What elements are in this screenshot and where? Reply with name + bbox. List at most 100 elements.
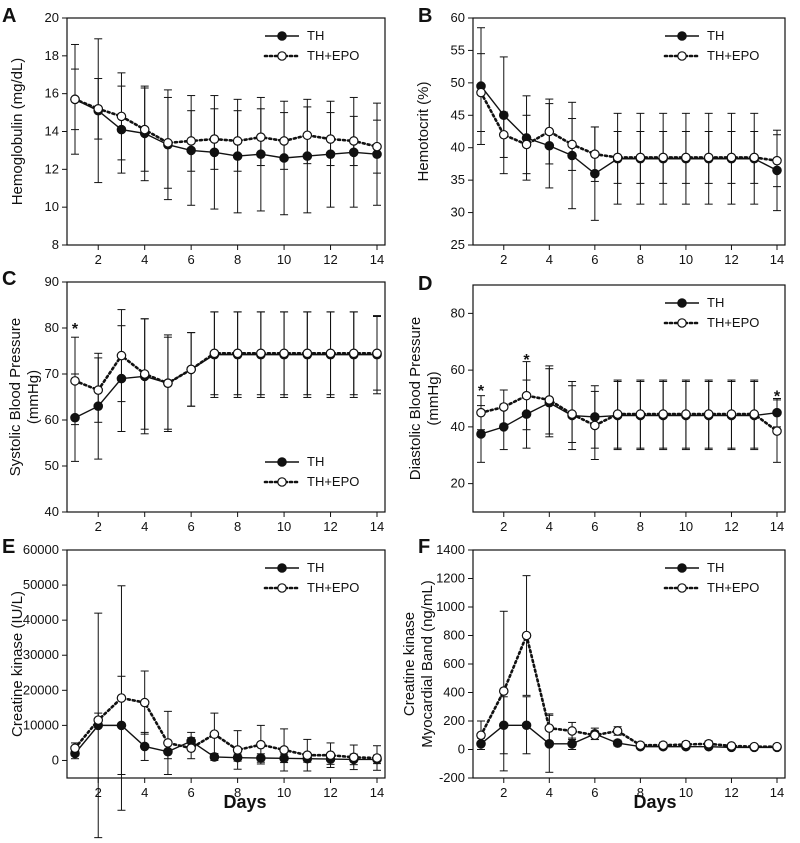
x-tick-label: 4: [141, 519, 148, 534]
data-point: [139, 369, 150, 379]
panel-d: D 20 40 60 80 2 4 6 8 10 12 14 Diastolic Blood Press…: [407, 273, 786, 534]
panel-c: C 40 50 60 70 80 90 2 4 6 8 10 12 14 Systolic Blood Pr…: [2, 268, 386, 534]
x-tick-label: 10: [277, 785, 291, 800]
plot-frame: [472, 17, 786, 246]
x-tick-label: 6: [188, 252, 195, 267]
data-point: [567, 139, 577, 150]
x-axis-label-right: Days: [633, 792, 676, 812]
x-tick-label: 6: [591, 252, 598, 267]
data-point: [279, 136, 289, 146]
legend-marker: [677, 31, 687, 41]
panel-e: E010000200003000040000500006000024681012…: [2, 536, 386, 839]
legend-marker: [277, 563, 287, 573]
legend-label: TH: [307, 28, 324, 43]
data-point: [521, 720, 532, 731]
x-tick-label: 8: [234, 252, 241, 267]
data-point: [116, 693, 127, 703]
series-line: [74, 353, 377, 419]
data-point: [372, 753, 382, 763]
x-tick-label: 4: [546, 252, 553, 267]
legend-label: TH: [707, 560, 724, 575]
y-tick-label: 60: [451, 10, 465, 25]
data-point: [521, 390, 532, 401]
significance-marker: *: [774, 389, 781, 406]
y-tick-label: 1000: [436, 599, 465, 614]
series-th: [476, 696, 782, 773]
y-tick-label: 20000: [23, 682, 59, 697]
y-tick-label: 55: [451, 42, 465, 57]
y-tick-label: 50: [45, 458, 59, 473]
legend: TH TH+EPO: [663, 28, 759, 63]
y-tick-label: 40: [451, 140, 465, 155]
data-point: [521, 139, 532, 150]
series-th: [70, 38, 382, 216]
x-tick-label: 12: [323, 519, 337, 534]
y-tick-label: 1400: [436, 542, 465, 557]
x-tick-label: 12: [724, 785, 738, 800]
legend-marker: [677, 563, 687, 573]
y-tick-label: 20: [451, 476, 465, 491]
y-axis-label: Diastolic Blood Pressure(mmHg): [407, 317, 442, 480]
x-tick-label: 4: [141, 785, 148, 800]
panel-label: F: [418, 536, 430, 558]
series-line: [479, 91, 779, 162]
data-point: [209, 729, 220, 739]
data-point: [256, 348, 266, 359]
x-tick-label: 12: [724, 519, 738, 534]
data-point: [139, 124, 150, 135]
data-point: [544, 395, 555, 405]
legend-marker: [277, 583, 287, 593]
data-point: [302, 750, 313, 760]
legend-label: TH: [307, 454, 324, 469]
y-tick-label: 40000: [23, 612, 59, 627]
x-tick-label: 10: [277, 252, 291, 267]
data-point: [163, 738, 173, 748]
y-tick-label: 50: [451, 75, 465, 90]
data-point: [772, 426, 782, 436]
series-th-epo: [70, 309, 382, 430]
y-tick-label: 40: [45, 504, 59, 519]
data-point: [348, 348, 359, 359]
data-point: [348, 136, 359, 146]
x-tick-label: 8: [637, 785, 644, 800]
series-th: [70, 311, 382, 462]
data-point: [476, 429, 486, 439]
data-point: [476, 407, 486, 418]
data-point: [232, 136, 243, 146]
data-point: [658, 152, 668, 163]
y-tick-label: 30000: [23, 647, 59, 662]
x-axis-label-left: Days: [223, 792, 266, 812]
data-point: [681, 739, 691, 750]
legend-marker: [277, 31, 287, 41]
data-point: [590, 149, 600, 159]
panel-label: E: [2, 536, 15, 558]
data-point: [186, 364, 196, 375]
data-point: [70, 376, 80, 386]
legend-marker: [277, 51, 287, 61]
data-point: [498, 129, 509, 140]
data-point: [93, 104, 104, 114]
x-tick-label: 10: [679, 519, 693, 534]
y-tick-label: 400: [443, 685, 465, 700]
x-tick-label: 8: [637, 519, 644, 534]
x-tick-label: 2: [95, 252, 102, 267]
data-point: [163, 138, 173, 148]
panel-label: D: [418, 273, 432, 295]
x-tick-label: 8: [234, 785, 241, 800]
y-tick-label: 60: [45, 412, 59, 427]
legend-marker: [677, 583, 687, 593]
x-tick-label: 12: [724, 252, 738, 267]
y-tick-label: 10: [45, 199, 59, 214]
y-tick-label: 14: [45, 124, 59, 139]
data-point: [521, 630, 532, 641]
x-tick-label: 4: [546, 519, 553, 534]
y-tick-label: 0: [52, 752, 59, 767]
y-tick-label: 35: [451, 172, 465, 187]
x-tick-label: 8: [234, 519, 241, 534]
y-tick-label: 60: [451, 362, 465, 377]
y-tick-label: 45: [451, 107, 465, 122]
data-point: [476, 730, 486, 741]
y-tick-label: 600: [443, 656, 465, 671]
y-axis-label-line: Creatine kinase: [401, 612, 418, 716]
significance-marker: *: [72, 321, 79, 338]
